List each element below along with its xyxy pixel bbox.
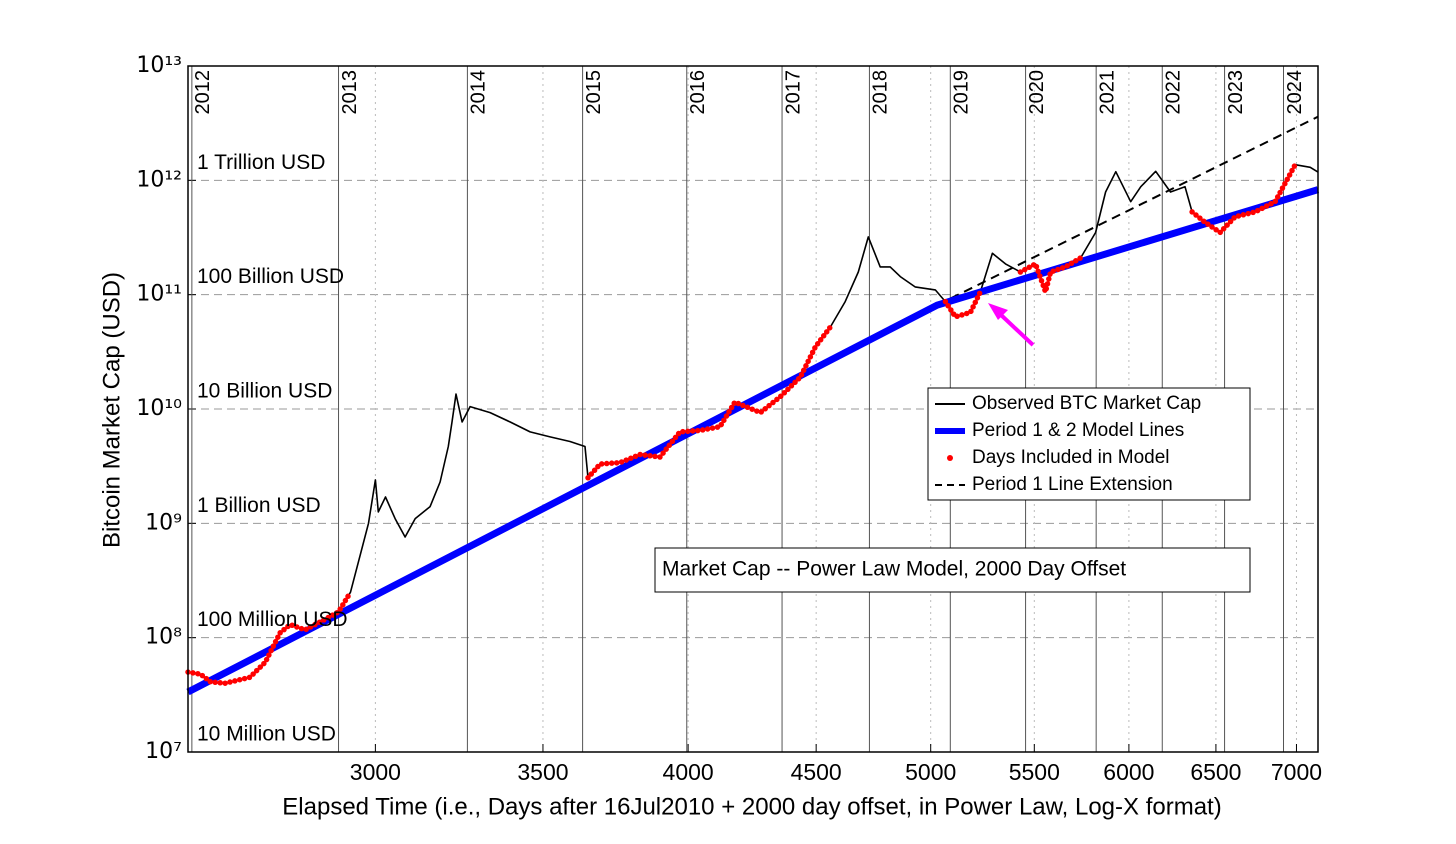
level-label: 10 Million USD	[197, 723, 336, 746]
x-tick-label: 4500	[791, 759, 842, 785]
y-tick-label: 10¹⁰	[136, 396, 182, 421]
x-tick-label: 3500	[517, 759, 568, 785]
arrow-shaft	[998, 312, 1035, 347]
legend-label: Observed BTC Market Cap	[972, 393, 1201, 414]
year-label: 2018	[870, 70, 892, 115]
y-tick-label: 10¹¹	[136, 282, 182, 307]
x-tick-label: 3000	[350, 759, 401, 785]
year-label: 2014	[468, 70, 490, 115]
y-tick-label: 10¹³	[136, 53, 182, 78]
series-line	[936, 115, 1319, 306]
data-layer	[185, 115, 1320, 696]
x-tick-label: 6500	[1190, 759, 1241, 785]
level-label: 100 Million USD	[197, 608, 348, 631]
x-tick-label: 7000	[1271, 759, 1322, 785]
x-tick-label: 5000	[905, 759, 956, 785]
level-label: 100 Billion USD	[197, 265, 344, 288]
year-label: 2022	[1163, 70, 1185, 115]
year-label: 2021	[1096, 70, 1118, 115]
year-label: 2015	[583, 70, 605, 115]
y-tick-label: 10⁸	[145, 625, 182, 650]
y-tick-label: 10⁷	[145, 739, 182, 764]
year-label: 2012	[192, 70, 214, 115]
legend-label: Period 1 Line Extension	[972, 474, 1173, 495]
x-tick-label: 5500	[1009, 759, 1060, 785]
year-label: 2013	[339, 70, 361, 115]
year-label: 2017	[782, 70, 804, 115]
year-label: 2019	[951, 70, 973, 115]
legend-label: Days Included in Model	[972, 447, 1170, 468]
year-label: 2016	[687, 70, 709, 115]
legend-label: Period 1 & 2 Model Lines	[972, 420, 1184, 441]
year-label: 2024	[1284, 70, 1306, 115]
x-axis-label: Elapsed Time (i.e., Days after 16Jul2010…	[282, 793, 1221, 820]
x-tick-label: 6000	[1103, 759, 1154, 785]
annotation-frame	[654, 547, 1251, 593]
year-label: 2020	[1026, 70, 1048, 115]
legend-swatch	[947, 455, 953, 461]
y-tick-label: 10⁹	[145, 510, 182, 535]
level-label: 1 Trillion USD	[197, 151, 325, 174]
series-line	[185, 161, 1298, 686]
y-tick-label: 10¹²	[136, 167, 182, 192]
level-label: 1 Billion USD	[197, 494, 321, 517]
arrow	[988, 303, 1035, 347]
grid-layer	[188, 65, 1318, 753]
x-tick-label: 4000	[663, 759, 714, 785]
annotation-box: Market Cap -- Power Law Model, 2000 Day …	[654, 547, 1251, 593]
legend-frame	[927, 387, 1251, 501]
y-axis-label: Bitcoin Market Cap (USD)	[98, 272, 125, 548]
year-label: 2023	[1225, 70, 1247, 115]
legend: Observed BTC Market Cap Period 1 & 2 Mode…	[927, 387, 1251, 501]
arrow-head	[988, 303, 1008, 320]
series-line	[186, 186, 1320, 696]
level-label: 10 Billion USD	[197, 380, 332, 403]
plot-frame	[187, 65, 1319, 753]
annotation: Market Cap -- Power Law Model, 2000 Day …	[662, 558, 1126, 581]
